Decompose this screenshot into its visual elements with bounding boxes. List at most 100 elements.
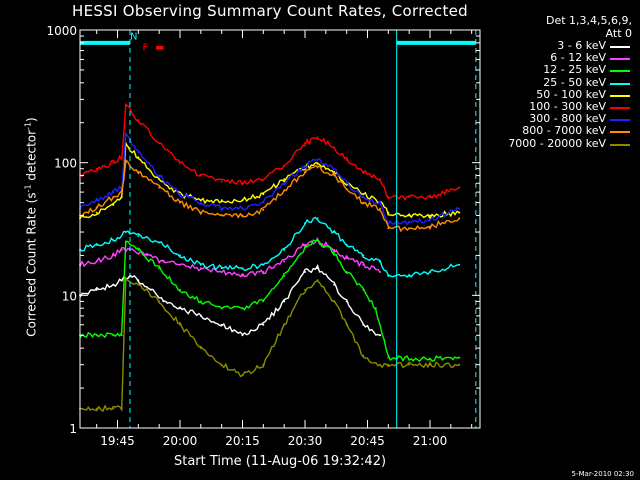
series-line-3 bbox=[79, 216, 460, 278]
series-0-point-11 bbox=[241, 334, 244, 337]
series-8-point-19 bbox=[387, 363, 390, 366]
legend-entry-3: 25 - 50 keV bbox=[484, 76, 636, 89]
plot-frame bbox=[79, 29, 481, 429]
series-8-point-16 bbox=[345, 323, 348, 326]
legend-entry-8: 7000 - 20000 keV bbox=[484, 136, 636, 150]
series-6-point-17 bbox=[362, 196, 365, 199]
series-3-point-14 bbox=[333, 231, 336, 233]
series-2-point-14 bbox=[316, 239, 319, 242]
series-3-point-7 bbox=[199, 263, 202, 266]
series-3-point-3 bbox=[124, 231, 127, 233]
series-3-point-9 bbox=[241, 267, 244, 270]
series-5-point-8 bbox=[199, 174, 202, 177]
series-2-point-19 bbox=[387, 356, 390, 359]
series-3-point-19 bbox=[408, 274, 411, 277]
legend-label-8: 7000 - 20000 keV bbox=[508, 136, 606, 150]
series-6-point-20 bbox=[408, 220, 411, 223]
series-7-point-4 bbox=[124, 161, 127, 164]
series-5-point-7 bbox=[179, 161, 181, 164]
legend-swatch-2 bbox=[610, 70, 630, 73]
series-line-2 bbox=[79, 238, 460, 363]
series-6-point-10 bbox=[241, 207, 244, 210]
series-0-point-18 bbox=[362, 323, 365, 326]
series-8-point-15 bbox=[333, 300, 336, 303]
series-2-point-9 bbox=[220, 307, 223, 310]
series-4-point-15 bbox=[333, 171, 336, 173]
x-tick-label-5: 21:00 bbox=[413, 434, 448, 448]
series-2-point-3 bbox=[120, 334, 123, 337]
y-tick-label-0: 1 bbox=[69, 422, 77, 436]
legend-swatch-8 bbox=[610, 143, 630, 146]
series-7-point-2 bbox=[112, 196, 115, 199]
legend-swatch-3 bbox=[610, 82, 630, 85]
series-5-point-20 bbox=[408, 196, 411, 199]
series-8-point-10 bbox=[241, 374, 244, 377]
series-2-point-13 bbox=[304, 246, 306, 249]
marker-1: F bbox=[143, 43, 149, 54]
series-8-point-22 bbox=[458, 363, 461, 366]
series-5-point-17 bbox=[362, 171, 365, 173]
series-3-point-6 bbox=[179, 254, 181, 257]
series-0-point-10 bbox=[220, 323, 223, 326]
series-0-point-12 bbox=[262, 323, 265, 326]
series-4-point-9 bbox=[220, 199, 223, 202]
series-6-point-18 bbox=[379, 201, 381, 204]
series-4-point-12 bbox=[283, 178, 286, 181]
legend-label-0: 3 - 6 keV bbox=[557, 39, 606, 52]
series-0-point-15 bbox=[316, 267, 319, 270]
legend-swatch-0 bbox=[610, 46, 630, 48]
series-5-point-21 bbox=[429, 196, 431, 199]
series-5-point-9 bbox=[220, 180, 223, 183]
series-7-point-16 bbox=[345, 188, 348, 191]
series-1-point-7 bbox=[179, 263, 181, 266]
series-4-point-10 bbox=[241, 199, 244, 202]
legend-swatch-6 bbox=[610, 119, 630, 122]
series-4-point-19 bbox=[387, 211, 390, 214]
series-7-point-7 bbox=[179, 201, 181, 204]
series-7-point-9 bbox=[220, 214, 223, 217]
series-2-point-17 bbox=[362, 288, 365, 291]
series-line-8 bbox=[79, 276, 460, 413]
series-8-point-6 bbox=[158, 300, 161, 303]
series-3-point-4 bbox=[137, 235, 140, 237]
series-4-point-11 bbox=[262, 193, 265, 196]
series-7-point-22 bbox=[458, 217, 461, 220]
series-8-point-3 bbox=[120, 407, 123, 410]
series-8-point-11 bbox=[262, 363, 265, 366]
series-7-point-12 bbox=[283, 189, 286, 192]
legend: Det 1,3,4,5,6,9, Att 0 3 - 6 keV 6 - 12 k… bbox=[484, 14, 636, 150]
series-0-point-9 bbox=[199, 314, 202, 317]
marker-2: ▬ bbox=[155, 43, 164, 54]
series-6-point-16 bbox=[345, 182, 348, 185]
series-line-5 bbox=[79, 102, 460, 201]
series-6-point-22 bbox=[458, 207, 461, 210]
series-2-point-8 bbox=[199, 300, 202, 303]
x-tick-label-0: 19:45 bbox=[100, 434, 135, 448]
legend-entry-6: 300 - 800 keV bbox=[484, 113, 636, 125]
series-3-point-10 bbox=[262, 263, 265, 266]
series-3-point-5 bbox=[158, 241, 161, 244]
series-0-point-19 bbox=[379, 334, 381, 337]
series-7-point-13 bbox=[304, 171, 306, 173]
y-axis-title: Corrected Count Rate (s-1 detector-1) bbox=[23, 117, 39, 337]
series-8-point-4 bbox=[124, 279, 127, 282]
legend-label-6: 300 - 800 keV bbox=[529, 112, 606, 126]
marker-0: N bbox=[130, 31, 137, 42]
legend-label-1: 6 - 12 keV bbox=[550, 51, 606, 65]
series-0-point-17 bbox=[345, 300, 348, 303]
series-2-point-7 bbox=[179, 288, 181, 291]
series-5-point-5 bbox=[137, 118, 140, 121]
series-4-point-3 bbox=[120, 196, 123, 199]
series-0-point-7 bbox=[162, 300, 165, 303]
series-1-point-3 bbox=[120, 248, 123, 251]
series-8-point-5 bbox=[137, 283, 140, 286]
series-8-point-9 bbox=[220, 363, 223, 366]
series-8-point-14 bbox=[316, 279, 319, 282]
series-6-point-15 bbox=[333, 167, 336, 170]
series-2-point-15 bbox=[333, 251, 336, 254]
series-5-point-11 bbox=[262, 179, 265, 181]
legend-entry-4: 50 - 100 keV bbox=[484, 88, 636, 101]
series-4-point-17 bbox=[362, 193, 365, 196]
series-5-point-18 bbox=[379, 178, 381, 181]
series-8-point-17 bbox=[362, 354, 365, 357]
